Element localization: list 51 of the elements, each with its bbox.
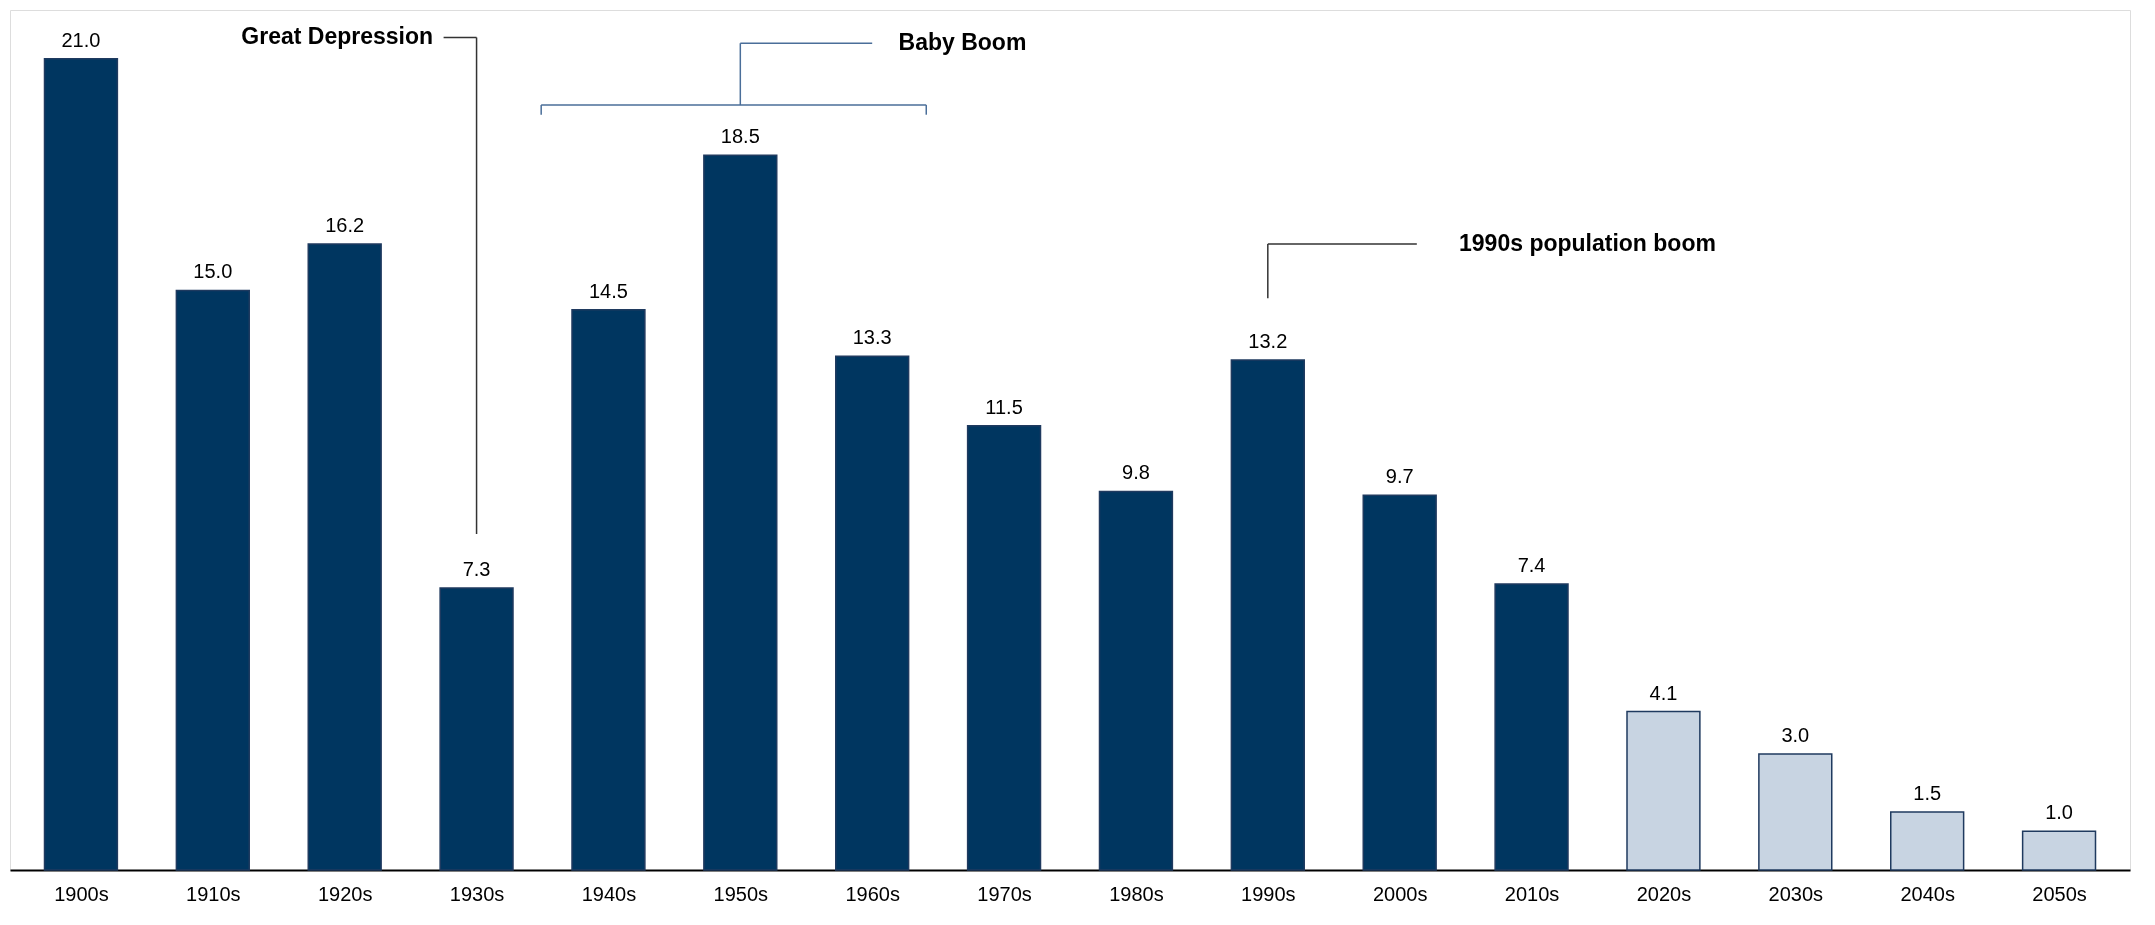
text: Great Depression — [241, 23, 434, 50]
x-tick-label: 1930s — [449, 882, 505, 905]
data-label: 7.4 — [1517, 554, 1546, 577]
x-tick-label: 2040s — [1900, 882, 1955, 905]
x-tick-label: 1980s — [1109, 882, 1164, 905]
x-tick-label: 1960s — [845, 882, 900, 905]
bar — [966, 424, 1042, 871]
data-label: 15.0 — [193, 260, 233, 283]
bar — [1362, 494, 1437, 871]
bar — [571, 309, 646, 871]
bar — [439, 587, 514, 871]
data-label: 13.2 — [1248, 330, 1288, 353]
data-label: 4.1 — [1649, 681, 1678, 704]
x-tick-label: 2020s — [1636, 882, 1692, 905]
bar — [1626, 710, 1701, 871]
data-label: 9.7 — [1385, 465, 1414, 488]
bar — [307, 243, 382, 871]
x-tick-label: 1920s — [317, 882, 373, 905]
annotation: 1990s population boom — [1459, 230, 1716, 257]
x-tick-label: 2010s — [1504, 882, 1560, 905]
bar — [175, 289, 250, 871]
data-label: 16.2 — [325, 214, 365, 237]
data-label: 9.8 — [1122, 461, 1150, 484]
text: Baby Boom — [898, 29, 1027, 56]
bar — [2021, 830, 2097, 871]
x-tick-label: 2030s — [1768, 882, 1824, 905]
data-label: 1.0 — [2045, 801, 2073, 824]
data-label: 1.5 — [1913, 782, 1942, 805]
data-label: 21.0 — [61, 28, 101, 51]
x-tick-label: 1910s — [186, 882, 241, 905]
x-tick-label: 1940s — [581, 882, 637, 905]
x-tick-label: 2050s — [2032, 882, 2087, 905]
data-label: 18.5 — [720, 125, 760, 148]
bar — [1098, 490, 1174, 871]
bar — [1494, 583, 1569, 871]
data-label: 13.3 — [852, 326, 892, 349]
bar — [1230, 359, 1305, 871]
data-label: 14.5 — [588, 279, 628, 302]
x-tick-label: 1900s — [54, 882, 109, 905]
bar — [835, 355, 910, 871]
bar — [703, 154, 778, 871]
x-tick-label: 2000s — [1372, 882, 1428, 905]
data-label: 3.0 — [1781, 724, 1810, 747]
data-label: 11.5 — [985, 395, 1023, 418]
bar — [1890, 811, 1965, 871]
data-label: 7.3 — [462, 557, 491, 580]
bar — [43, 57, 119, 871]
x-tick-label: 1970s — [977, 882, 1032, 905]
x-tick-label: 1950s — [713, 882, 769, 905]
x-tick-label: 1990s — [1241, 882, 1296, 905]
bar — [1758, 753, 1833, 871]
